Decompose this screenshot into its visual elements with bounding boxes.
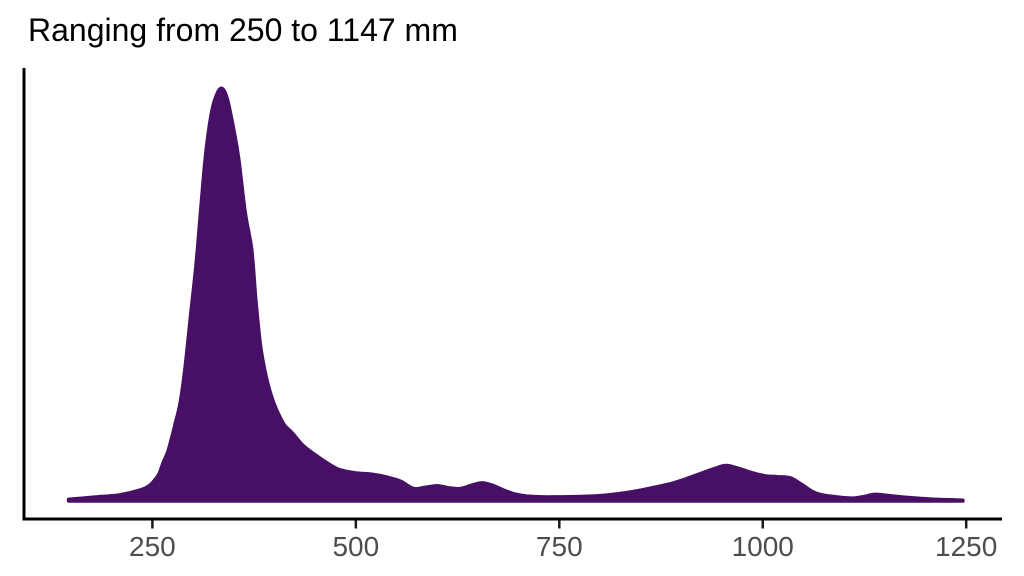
x-tick-label: 1000 [732,531,794,562]
x-tick-label: 1250 [935,531,997,562]
x-tick-label: 250 [129,531,176,562]
chart-title: Ranging from 250 to 1147 mm [28,12,458,48]
x-tick-label: 750 [536,531,583,562]
x-tick-label: 500 [332,531,379,562]
density-area [66,86,965,503]
